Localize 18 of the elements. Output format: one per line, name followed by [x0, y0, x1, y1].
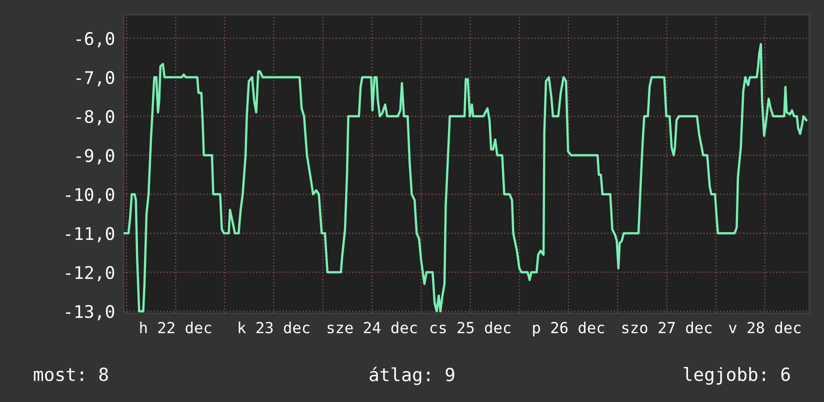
y-tick-label: -10,0	[66, 188, 114, 204]
y-tick-label: -11,0	[66, 226, 114, 242]
x-tick-label: v 28 dec	[728, 322, 800, 334]
x-tick-label: k 23 dec	[238, 322, 310, 334]
y-tick-label: -7,0	[76, 71, 114, 86]
x-tick-label: h 22 dec	[140, 322, 212, 334]
y-tick-label: -8,0	[76, 110, 114, 126]
y-tick-label: -12,0	[66, 266, 114, 282]
x-tick-label: sze 24 dec	[328, 322, 417, 334]
text: legjobb: 6	[684, 367, 790, 385]
x-tick-label: cs 25 dec	[430, 322, 510, 334]
text: most: 8	[34, 368, 108, 382]
y-tick-label: -6,0	[76, 32, 114, 48]
text: átlag: 9	[370, 366, 454, 386]
y-tick-label: -13,0	[66, 304, 114, 320]
x-tick-label: p 26 dec	[533, 322, 604, 336]
x-tick-label: szo 27 dec	[622, 322, 712, 334]
y-tick-label: -9,0	[76, 149, 114, 164]
